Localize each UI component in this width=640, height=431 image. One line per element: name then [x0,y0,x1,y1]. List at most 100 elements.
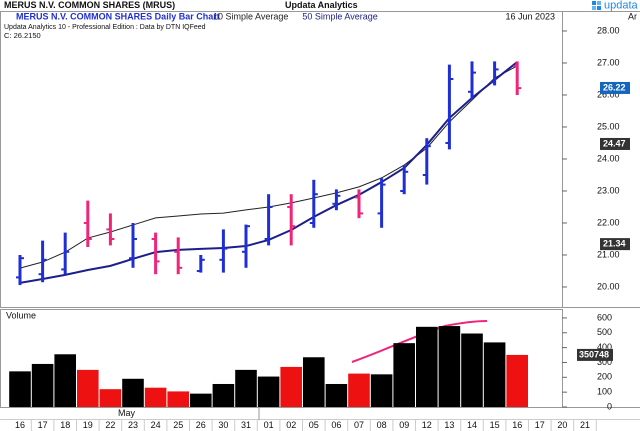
price-bar [264,194,273,246]
x-tick-label: 22 [105,420,115,430]
price-bar [287,194,296,246]
x-tick-label: 23 [128,420,138,430]
x-tick-label: 01 [264,420,274,430]
volume-bar [393,343,415,407]
y-tick-label: 21.00 [597,249,620,259]
price-bar [445,64,454,150]
x-tick-label: 09 [399,420,409,430]
x-tick-label: 07 [354,420,364,430]
logo-text: updata [604,0,639,11]
volume-bar [54,354,76,407]
volume-bar [212,383,235,407]
x-tick-label: 25 [173,420,183,430]
price-bar [106,213,115,246]
volume-bar [235,369,257,407]
y-tick-label: 24.00 [597,153,620,163]
y-tick-label: 100 [597,387,612,397]
logo-icon [592,1,601,10]
x-tick-label: 17 [535,420,545,430]
x-tick-label: 14 [467,420,477,430]
volume-bar [144,387,167,407]
x-tick-label: 16 [512,420,522,430]
y-tick-label: 25.00 [597,121,620,131]
volume-bar [190,393,212,407]
price-bar [355,189,363,219]
volume-bar [280,366,302,407]
price-bar [61,232,70,275]
x-tick-label: 17 [38,420,48,430]
date: 16 Jun 2023 [505,11,555,21]
volume-bar [461,333,483,407]
price-bar [174,237,183,275]
legend-entry: 50 Simple Average [302,11,377,21]
x-tick-label: 24 [151,420,161,430]
value-marker-label: 350748 [579,349,609,359]
value-marker-label: 24.47 [603,138,626,148]
volume-bar [348,373,370,407]
x-tick-label: 06 [331,420,341,430]
source: Updata Analytics 10 - Professional Editi… [4,24,206,31]
value-marker [600,238,630,251]
subtitle: MERUS N.V. COMMON SHARES Daily Bar Chart [16,11,220,21]
y-tick-label: 26.00 [597,89,620,99]
y-tick-label: 500 [597,327,612,337]
volume-bar [325,383,348,407]
y-tick-label: 600 [597,312,612,322]
y-tick-label: 23.00 [597,185,620,195]
volume-bar [416,326,438,407]
value-marker [577,348,613,361]
volume-bar [303,357,325,407]
price-bar [16,255,24,286]
last-close: C: 26.2150 [4,31,41,40]
volume-bar [483,342,506,407]
price-bar [83,200,92,247]
x-tick-label: 15 [490,420,500,430]
x-tick-label: 30 [218,420,228,430]
volume-bar [99,389,122,407]
value-marker [600,81,630,94]
volume-bar [438,326,461,407]
y-tick-label: 0 [607,401,612,411]
y-tick-label: 20.00 [597,281,620,291]
price-bar [242,224,250,268]
y-tick-label: 400 [597,342,612,352]
legend-entry: 10 Simple Average [213,11,288,21]
header-title: MERUS N.V. COMMON SHARES (MRUS) [4,0,175,10]
y-tick-label: 27.00 [597,57,620,67]
price-bar [490,61,499,86]
price-bar [38,240,47,283]
header-center: Updata Analytics [285,0,358,10]
x-tick-label: 31 [241,420,251,430]
value-marker-label: 26.22 [603,82,626,92]
volume-bar [77,369,99,407]
volume-bar [506,354,528,407]
volume-bar [31,363,54,407]
y-tick-label: 200 [597,372,612,382]
month-label: May [118,408,136,418]
x-tick-label: 13 [444,420,454,430]
price-bar [332,189,341,211]
price-bar [219,229,228,273]
corner-label: Ar [628,11,637,21]
price-bar [422,138,431,185]
x-tick-label: 26 [196,420,206,430]
x-tick-label: 16 [15,420,25,430]
price-bar [513,61,522,95]
x-tick-label: 05 [309,420,319,430]
volume-bar [257,376,280,407]
x-tick-label: 19 [83,420,93,430]
y-tick-label: 300 [597,357,612,367]
value-marker-label: 21.34 [603,238,626,248]
price-bar [309,179,318,228]
x-tick-label: 02 [286,420,296,430]
y-tick-label: 22.00 [597,217,620,227]
price-bar [129,223,137,268]
y-tick-label: 28.00 [597,25,620,35]
trendline [351,320,488,363]
price-bar [468,61,476,100]
price-bar [400,165,409,195]
x-tick-label: 18 [60,420,70,430]
volume-bar [9,371,31,407]
